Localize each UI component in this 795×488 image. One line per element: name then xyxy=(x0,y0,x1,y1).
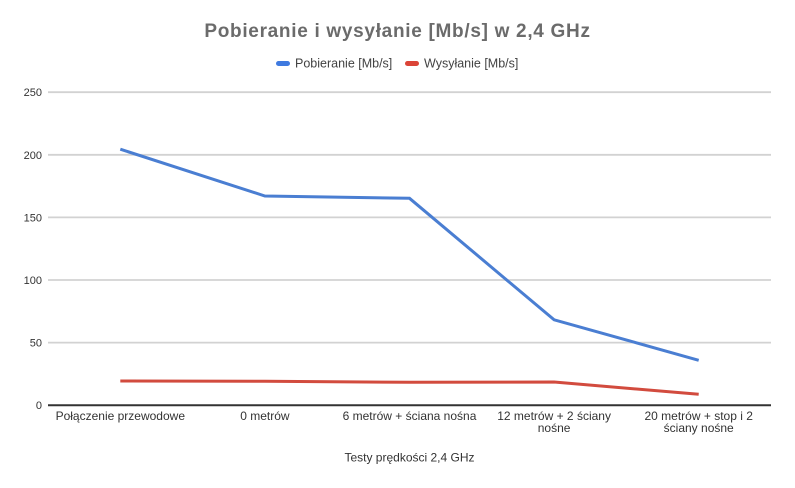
svg-text:6 metrów + ściana nośna: 6 metrów + ściana nośna xyxy=(343,409,477,423)
svg-text:Pobieranie i wysyłanie [Mb/s]: Pobieranie i wysyłanie [Mb/s] w 2,4 GHz xyxy=(204,21,590,42)
svg-text:250: 250 xyxy=(24,87,42,99)
svg-text:nośne: nośne xyxy=(538,421,571,435)
svg-text:20 metrów + stop i 2: 20 metrów + stop i 2 xyxy=(645,409,754,423)
svg-text:200: 200 xyxy=(24,150,42,162)
svg-text:ściany nośne: ściany nośne xyxy=(664,421,734,435)
svg-text:Wysyłanie [Mb/s]: Wysyłanie [Mb/s] xyxy=(424,57,518,71)
svg-text:Połączenie przewodowe: Połączenie przewodowe xyxy=(56,409,186,423)
svg-text:150: 150 xyxy=(24,212,42,224)
svg-text:0: 0 xyxy=(36,400,42,412)
svg-text:0 metrów: 0 metrów xyxy=(240,409,290,423)
svg-text:Testy prędkości 2,4 GHz: Testy prędkości 2,4 GHz xyxy=(344,451,474,465)
svg-text:100: 100 xyxy=(24,275,42,287)
svg-text:12 metrów + 2 ściany: 12 metrów + 2 ściany xyxy=(497,409,611,423)
svg-text:50: 50 xyxy=(30,338,42,350)
svg-text:Pobieranie [Mb/s]: Pobieranie [Mb/s] xyxy=(295,57,392,71)
